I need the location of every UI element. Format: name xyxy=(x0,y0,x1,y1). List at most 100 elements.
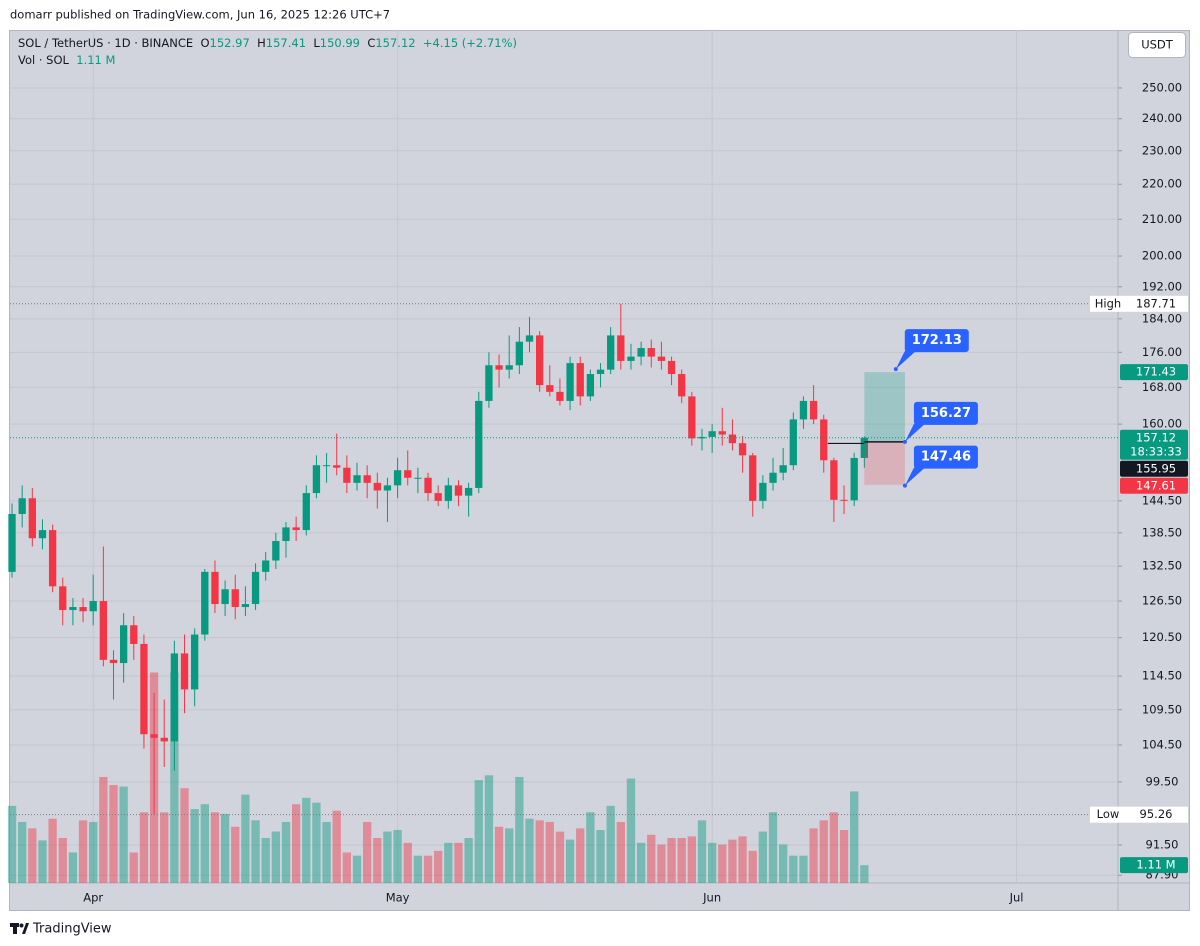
grid xyxy=(10,30,1118,883)
extreme-value-tag xyxy=(1125,295,1188,312)
volume-bar xyxy=(525,818,534,883)
volume-bar xyxy=(281,821,291,883)
open-label: O xyxy=(200,36,210,50)
countdown: 18:33:33 xyxy=(1130,444,1182,458)
candle-body xyxy=(28,498,36,539)
volume-bar xyxy=(444,842,453,883)
extreme-label: High xyxy=(1095,296,1121,310)
volume-bar xyxy=(220,813,230,883)
volume-bar xyxy=(555,831,565,883)
candle-body xyxy=(464,487,473,496)
candle-body xyxy=(627,356,635,361)
volume-bar xyxy=(799,855,808,883)
y-tick-label: 192.00 xyxy=(1142,279,1182,293)
price-tag xyxy=(1120,477,1188,494)
volume-bar xyxy=(129,852,138,883)
bubble-pointer xyxy=(904,423,925,442)
price-tag-label: 147.61 xyxy=(1136,478,1176,492)
candle-body xyxy=(292,527,300,531)
volume-bar xyxy=(413,855,423,883)
volume-bar xyxy=(586,812,595,883)
volume-bar xyxy=(109,784,118,883)
candle-body xyxy=(353,475,361,483)
close-label: C xyxy=(367,36,376,50)
volume-bar xyxy=(758,831,768,883)
candle-body xyxy=(180,653,189,690)
candle-body xyxy=(262,560,270,572)
candle-body xyxy=(414,477,422,479)
candle-body xyxy=(282,527,290,541)
volume-bar xyxy=(271,831,280,883)
candle-body xyxy=(130,625,138,644)
y-tick-label: 109.50 xyxy=(1142,702,1182,716)
volume-bar xyxy=(231,826,240,883)
y-tick-label: 210.00 xyxy=(1142,212,1182,226)
candle-body xyxy=(251,571,260,605)
candle-body xyxy=(109,659,118,664)
legend-row: SOL / TetherUS · 1D · BINANCE O152.97 H1… xyxy=(18,35,517,52)
extreme-value: 95.26 xyxy=(1140,807,1173,821)
volume-bar xyxy=(636,842,646,883)
candle-body xyxy=(59,586,67,611)
volume-bar xyxy=(850,791,859,883)
y-tick-label: 220.00 xyxy=(1142,177,1182,191)
volume-bar xyxy=(768,812,778,883)
candle-body xyxy=(160,737,168,742)
publish-note: domarr published on TradingView.com, Jun… xyxy=(10,8,390,22)
volume-bar xyxy=(677,838,686,883)
volume-bar xyxy=(697,820,707,883)
volume-bar xyxy=(78,820,88,883)
candle-body xyxy=(576,363,584,397)
currency-button[interactable] xyxy=(1128,32,1186,58)
volume-bar xyxy=(170,672,179,883)
volume-bar xyxy=(434,850,443,883)
candle-body xyxy=(69,607,77,611)
candle-body xyxy=(191,634,199,690)
volume-bar xyxy=(403,842,412,883)
loss-zone xyxy=(864,441,905,485)
y-tick-label: 160.00 xyxy=(1142,417,1182,431)
volume-bar xyxy=(68,852,78,883)
candle-body xyxy=(393,470,402,486)
candle-body xyxy=(809,400,818,420)
volume-bar xyxy=(565,839,575,883)
candle-body xyxy=(596,369,605,375)
change: +4.15 (+2.71%) xyxy=(422,36,517,50)
close-value: 157.12 xyxy=(375,36,416,50)
candle-body xyxy=(647,348,655,357)
bubble-label: 147.46 xyxy=(921,450,971,465)
volume-bar xyxy=(535,820,544,883)
candle-body xyxy=(769,472,777,483)
candle-body xyxy=(272,540,280,561)
candle-body xyxy=(211,571,219,605)
candle-body xyxy=(373,482,381,491)
volume-bar xyxy=(809,828,818,883)
volume-bar xyxy=(352,855,362,883)
y-tick-label: 200.00 xyxy=(1142,249,1182,263)
candle-body xyxy=(749,455,757,501)
bubble-label: 172.13 xyxy=(912,333,962,348)
volume-bar xyxy=(18,821,27,883)
extreme-value: 187.71 xyxy=(1136,296,1176,310)
candle-body xyxy=(678,374,686,397)
bubble xyxy=(913,445,978,469)
volume-bar xyxy=(261,838,270,883)
y-tick-label: 230.00 xyxy=(1142,143,1182,157)
candle-body xyxy=(241,604,250,608)
x-tick-label: May xyxy=(386,891,410,905)
candle-body xyxy=(738,443,747,456)
candle-body xyxy=(99,601,108,660)
volume-bar xyxy=(474,780,483,883)
candle-body xyxy=(779,465,787,473)
candle-body xyxy=(201,571,209,635)
candle-body xyxy=(140,643,148,735)
volume-bar xyxy=(718,844,727,883)
candle-body xyxy=(343,467,351,483)
y-tick-label: 126.50 xyxy=(1142,594,1182,608)
y-tick-label: 184.00 xyxy=(1142,311,1182,325)
volume-bar xyxy=(829,812,839,883)
y-tick-label: 250.00 xyxy=(1142,80,1182,94)
volume-bar xyxy=(738,836,747,883)
legend-row: Vol · SOL 1.11 M xyxy=(18,52,517,69)
